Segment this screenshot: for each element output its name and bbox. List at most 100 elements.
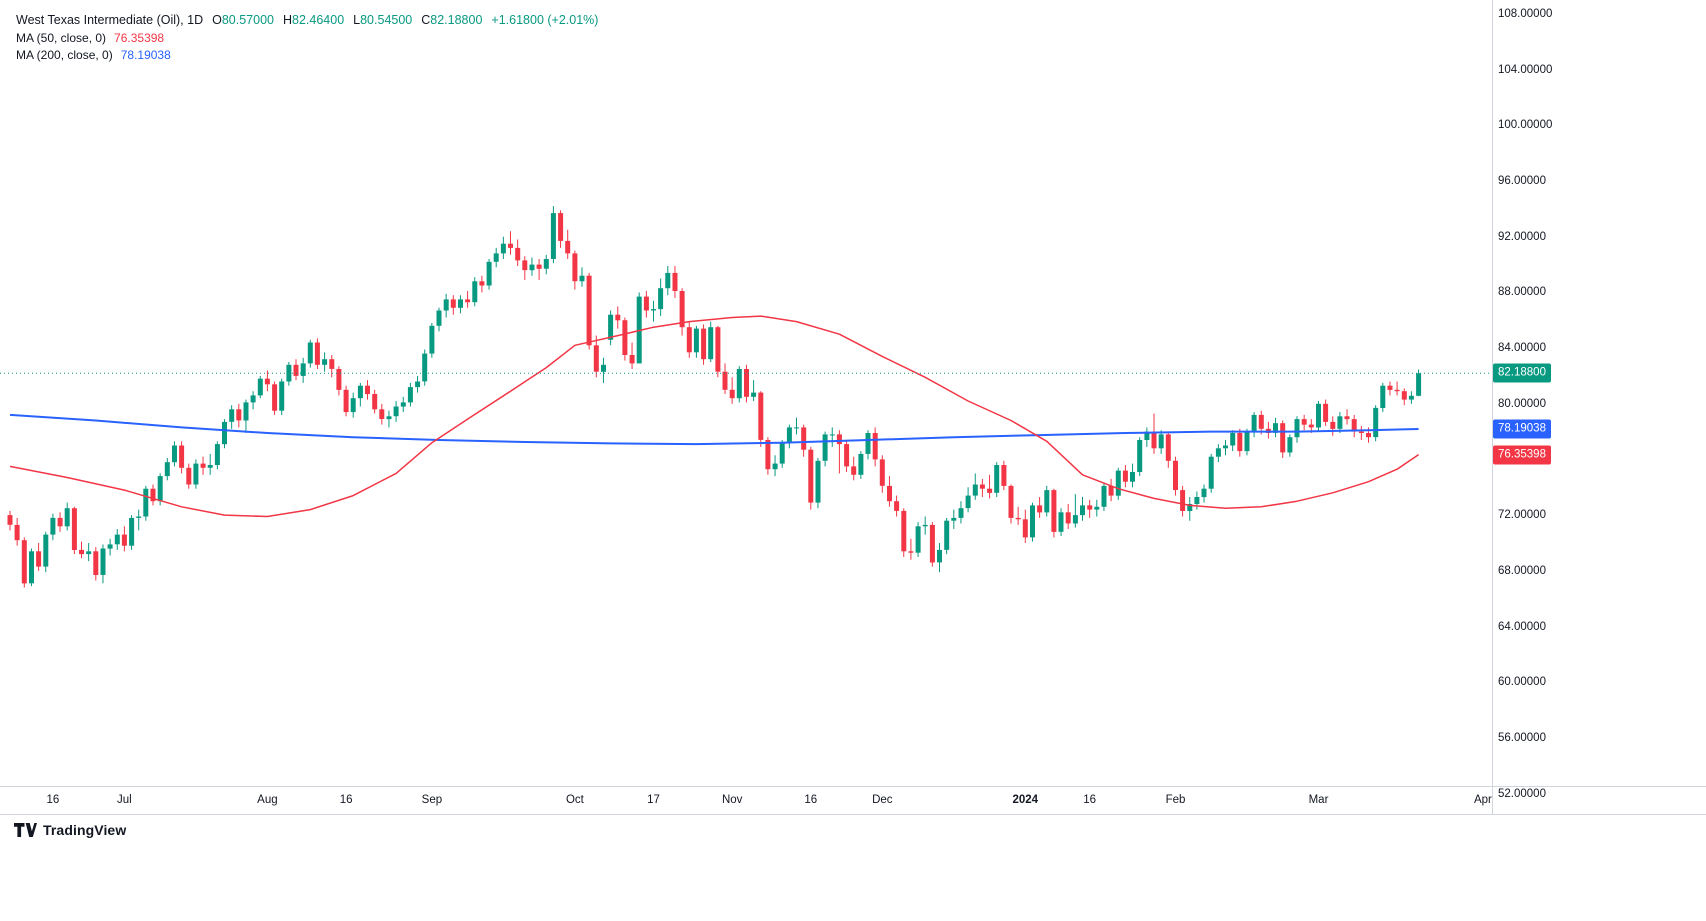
candle-body [114, 534, 120, 545]
change-value: +1.61800 (+2.01%) [491, 12, 599, 27]
candle-body [1230, 433, 1236, 446]
candle-body [379, 409, 385, 419]
candle-body [1344, 416, 1350, 420]
time-tick-label: 16 [339, 794, 353, 806]
candle-body [908, 551, 914, 553]
price-tick-label: 104.00000 [1498, 63, 1553, 76]
price-tick-label: 60.00000 [1498, 676, 1546, 689]
ohlc-close: C 82.18800 [421, 13, 482, 27]
candle-body [836, 434, 842, 445]
candle-body [693, 328, 699, 353]
candle-body [887, 485, 892, 502]
candle-body [901, 510, 907, 552]
candle-body [372, 394, 378, 410]
candle-body [400, 402, 406, 407]
candle-body [872, 433, 878, 460]
candle-body [1015, 517, 1021, 520]
candle-body [236, 409, 242, 421]
candle-body [386, 416, 392, 420]
ma200-line [9, 413, 1419, 446]
candle-body [107, 544, 113, 549]
candle-body [937, 549, 942, 563]
candle-body [36, 551, 42, 567]
time-tick-label: 16 [46, 794, 60, 806]
candle-body [1094, 506, 1100, 510]
candle-body [929, 524, 935, 563]
candle-body [350, 398, 356, 413]
ma50-value: 76.35398 [114, 30, 165, 45]
candle-body [186, 467, 192, 485]
price-tick-label: 92.00000 [1498, 230, 1546, 243]
candle-body [808, 449, 814, 503]
candle-body [1208, 456, 1214, 489]
candle-body [1366, 433, 1371, 438]
candle-body [86, 551, 92, 555]
candle-body [1180, 490, 1186, 511]
candle-body [458, 299, 463, 308]
candle-body [1044, 490, 1050, 513]
candle-body [214, 444, 220, 465]
candle-body [1401, 391, 1407, 400]
candle-body [1165, 434, 1171, 461]
price-tag: 76.35398 [1493, 445, 1551, 464]
footer-border [0, 814, 1706, 815]
low-value: 80.54500 [360, 12, 413, 27]
candle-body [708, 327, 714, 360]
price-axis[interactable]: 108.00000 104.00000 100.00000 96.00000 92.00… [1492, 0, 1706, 814]
candle-body [1122, 470, 1128, 482]
candle-body [508, 243, 513, 248]
candle-body [1380, 385, 1386, 408]
candle-body [43, 534, 49, 567]
high-label: H [282, 12, 293, 27]
time-tick-label: Dec [872, 794, 893, 806]
candle-body [1144, 431, 1150, 440]
candle-body [1308, 424, 1314, 428]
candle-body [679, 291, 685, 328]
candle-body [715, 327, 721, 372]
candle-body [987, 488, 993, 493]
candle-body [944, 520, 950, 550]
candle-body [143, 488, 149, 517]
time-tick-label: Nov [721, 794, 743, 806]
candle-body [486, 261, 492, 286]
candle-body [815, 460, 821, 503]
candle-body [1201, 488, 1207, 498]
price-tick-label: 80.00000 [1498, 397, 1546, 410]
candle-body [765, 440, 771, 470]
candle-body [558, 213, 564, 241]
candle-body [1137, 440, 1143, 472]
chart-pane[interactable]: West Texas Intermediate (Oil), 1D O 80.57… [0, 0, 1492, 786]
time-axis-border [0, 786, 1706, 787]
candle-body [193, 463, 199, 485]
candle-body [1387, 385, 1393, 390]
candle-body [922, 524, 928, 527]
ma200-value: 78.19038 [120, 47, 171, 62]
ohlc-low: L 80.54500 [353, 13, 412, 27]
candle-body [1115, 470, 1121, 496]
ma200-label: MA (200, close, 0) [16, 47, 113, 62]
candle-body [758, 392, 764, 440]
candle-body [1058, 512, 1064, 532]
candle-body [536, 264, 542, 269]
tradingview-wordmark: TradingView [43, 822, 127, 838]
open-label: O [212, 12, 222, 27]
tradingview-brand-link[interactable]: TradingView [14, 822, 126, 838]
candle-body [450, 299, 456, 308]
candle-body [1130, 472, 1135, 482]
candle-body [50, 517, 56, 535]
candle-body [550, 213, 556, 259]
candle-body [21, 540, 27, 584]
time-axis[interactable]: 16 Jul Aug 16 Sep Oct 17 Nov 16 Dec 2024 16 Feb Mar Ap… [0, 786, 1492, 814]
candle-body [915, 526, 921, 553]
symbol-title[interactable]: West Texas Intermediate (Oil), 1D [16, 12, 204, 27]
candle-body [164, 462, 170, 477]
candle-body [529, 264, 535, 271]
candle-body [422, 353, 428, 382]
candle-body [844, 444, 850, 467]
ma50-legend-row[interactable]: MA (50, close, 0) 76.35398 [16, 29, 598, 46]
ma200-legend-row[interactable]: MA (200, close, 0) 78.19038 [16, 46, 598, 63]
ohlc-open: O 80.57000 [212, 13, 274, 27]
candle-body [851, 466, 857, 475]
candle-body [1337, 416, 1343, 429]
